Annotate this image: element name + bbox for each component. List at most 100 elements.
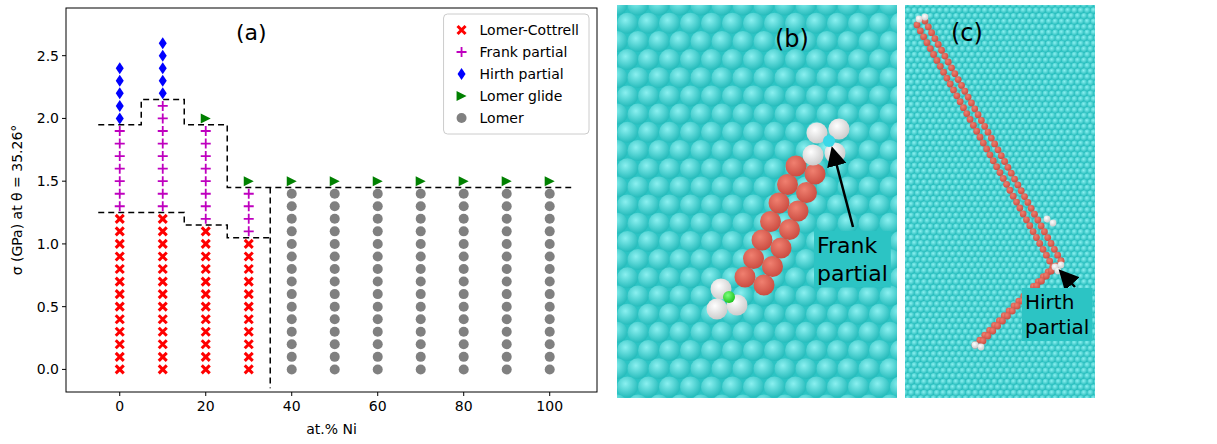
atom [982,52,988,58]
atom [1001,240,1007,246]
atom [1071,207,1077,213]
atom [1091,118,1095,124]
atom [979,57,985,63]
atom [947,212,953,218]
atom [1075,57,1081,63]
point [416,176,426,186]
atom [943,18,949,24]
atom [1001,63,1007,69]
x-tick-label: 100 [536,398,563,414]
atom [701,376,722,397]
atom [905,96,911,102]
atom [1052,74,1058,80]
atom [1052,118,1058,124]
atom [1071,52,1077,58]
atom [953,57,959,63]
atom [1078,30,1084,36]
point [416,352,426,362]
atom [982,240,988,246]
atom [943,163,949,169]
atom [937,240,943,246]
x-tick-label: 40 [283,398,301,414]
atom [937,129,943,135]
atom [905,235,908,241]
atom [1007,207,1013,213]
point [159,278,167,286]
atom [1081,212,1087,218]
atom [890,267,897,288]
atom [998,135,1004,141]
atom [670,213,691,234]
atom [1084,229,1090,235]
atom [617,340,638,361]
series-4 [287,189,555,375]
atom [1014,229,1020,235]
atom [956,229,962,235]
atom [969,163,975,169]
atom [1062,179,1068,185]
annotation-line: Frank [817,233,878,258]
atom [1062,212,1068,218]
annotation: Frankpartial [814,231,891,288]
atom [1001,18,1007,24]
legend-box [444,14,589,134]
atom [1075,157,1081,163]
atom [975,174,981,180]
atom [823,135,835,147]
atom [959,179,965,185]
atom [670,322,691,343]
atom [940,113,946,119]
atom [905,30,911,36]
atom [1094,57,1095,63]
atom [905,207,911,213]
atom [659,376,680,397]
atom [1059,207,1065,213]
atom [943,96,949,102]
atom [975,251,981,257]
atom [979,224,985,230]
atom [1001,30,1007,36]
atom [649,140,670,161]
point [416,189,426,199]
atom [1014,129,1020,135]
atom [1062,135,1068,141]
atom [975,52,981,58]
atom [890,85,897,106]
atom [752,230,773,251]
atom [905,229,911,235]
atom [670,395,691,398]
atom [848,122,869,143]
atom [1059,30,1065,36]
atom [969,63,975,69]
point [459,289,469,299]
atom [1046,7,1052,13]
atom [1017,57,1023,63]
atom [805,164,826,185]
atom [880,104,898,125]
atom [1039,30,1045,36]
atom [1055,168,1061,174]
atom [1020,140,1026,146]
point [459,364,469,374]
atom [1065,18,1071,24]
atom [934,57,940,63]
point [245,265,253,273]
atom [1065,196,1071,202]
atom [754,275,775,296]
atom [1091,218,1095,224]
atom [1052,63,1058,69]
atom [995,7,1001,13]
atom [947,179,953,185]
atom [1027,96,1033,102]
atom [796,286,817,307]
atom [1055,157,1061,163]
point [202,303,210,311]
atom [911,118,917,124]
atom [947,224,953,230]
point [373,189,383,199]
atom [1023,91,1029,97]
atom [953,146,959,152]
point [116,365,124,373]
y-tick [62,369,66,370]
atom [701,85,722,106]
